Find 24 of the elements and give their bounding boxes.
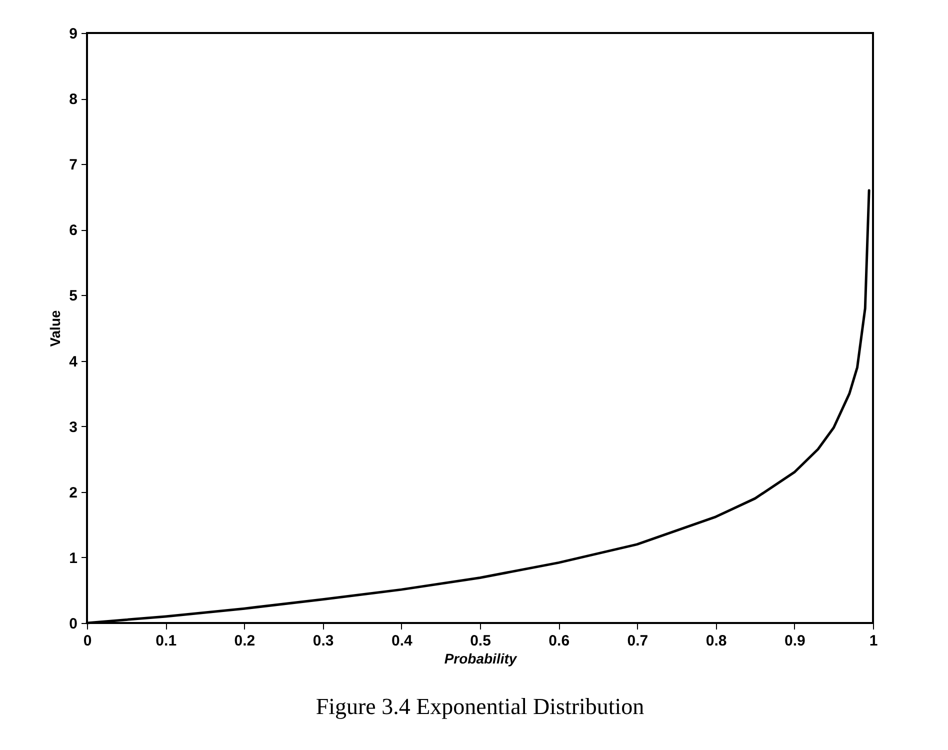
y-tick-label: 4 [69, 353, 78, 370]
y-axis-title: Value [47, 310, 64, 347]
y-tick-label: 9 [69, 26, 78, 42]
x-tick-label: 0.3 [312, 632, 334, 650]
x-axis-title: Probability [444, 650, 518, 666]
y-tick-label: 5 [69, 288, 78, 305]
y-tick-label: 8 [69, 91, 78, 108]
y-tick-label: 0 [69, 616, 78, 632]
x-tick-label: 0.1 [156, 632, 177, 650]
x-tick-label: 0 [83, 632, 92, 650]
x-tick-label: 0.4 [391, 632, 413, 650]
x-tick-label: 0.6 [548, 632, 570, 650]
x-tick-label: 0.2 [234, 632, 256, 650]
y-tick-label: 3 [69, 418, 78, 436]
x-tick-label: 0.5 [470, 632, 491, 650]
x-tick-label: 0.7 [627, 632, 648, 650]
x-tick-label: 1 [869, 632, 878, 650]
y-tick-label: 1 [69, 550, 78, 567]
x-tick-label: 0.8 [706, 632, 727, 650]
caption: Figure 3.4 Exponential Distribution [316, 694, 645, 719]
y-tick-label: 7 [69, 156, 78, 174]
y-tick-label: 6 [69, 222, 78, 240]
x-tick-label: 0.9 [784, 632, 806, 650]
y-tick-label: 2 [69, 484, 78, 502]
